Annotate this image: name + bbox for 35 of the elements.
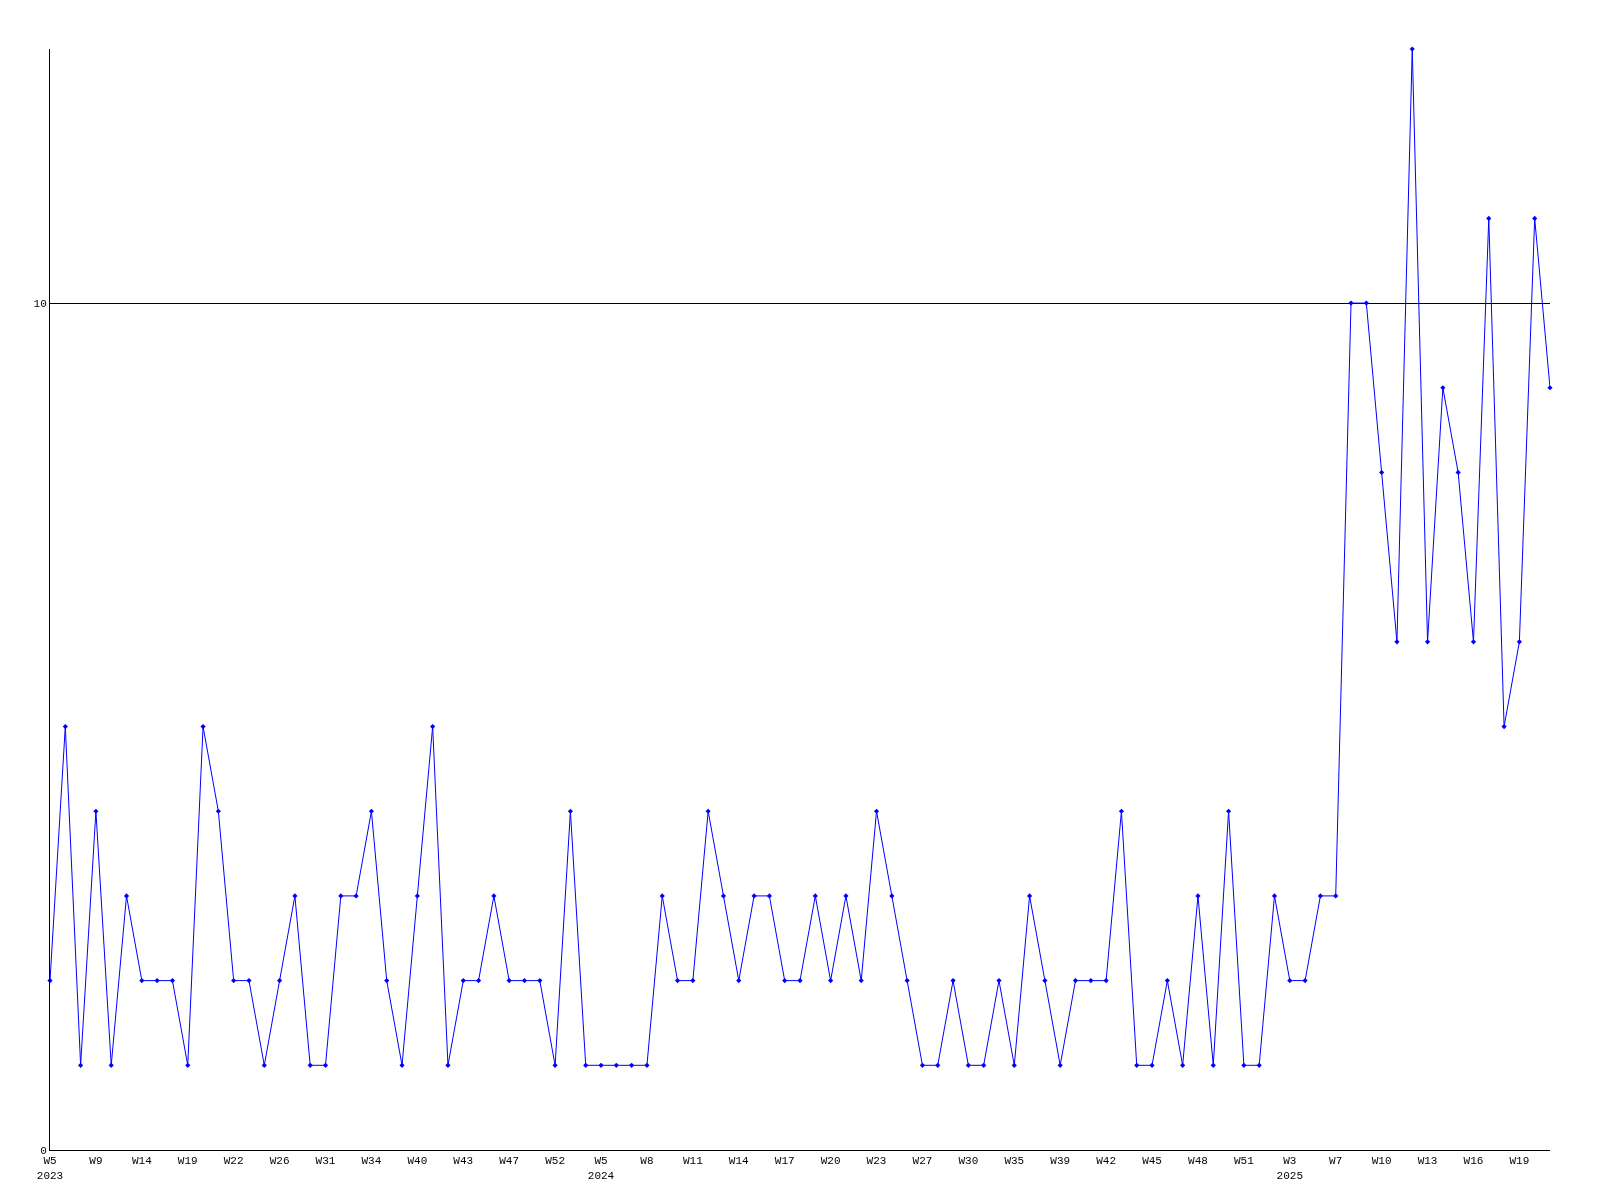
x-tick-label: W48: [1188, 1155, 1208, 1168]
x-tick-label: W35: [1004, 1155, 1025, 1168]
x-tick-label: W22: [223, 1155, 244, 1168]
x-tick-label: W14: [131, 1155, 153, 1168]
x-tick-label: W8: [640, 1155, 654, 1168]
x-tick-label: W10: [1371, 1155, 1392, 1168]
x-tick-label: W34: [361, 1155, 382, 1168]
y-tick-label: 0: [40, 1144, 47, 1157]
x-tick-label: W13: [1417, 1155, 1438, 1168]
x-tick-label: W40: [407, 1155, 428, 1168]
x-tick-label: W31: [315, 1155, 336, 1168]
x-tick-label: W47: [499, 1155, 520, 1168]
y-tick-label: 10: [33, 297, 47, 310]
x-tick-label: W9: [89, 1155, 103, 1168]
x-tick-label: W11: [682, 1155, 704, 1168]
x-tick-label: W5 2024: [587, 1155, 615, 1182]
x-tick-label: W17: [774, 1155, 795, 1168]
x-tick-label: W3 2025: [1276, 1155, 1303, 1182]
x-tick-label: W43: [453, 1155, 474, 1168]
x-tick-label: W19: [1509, 1155, 1530, 1168]
x-tick-label: W19: [177, 1155, 198, 1168]
x-tick-label: W51: [1233, 1155, 1255, 1168]
x-tick-label: W20: [820, 1155, 841, 1168]
x-tick-label: W26: [269, 1155, 290, 1168]
x-tick-label: W30: [958, 1155, 979, 1168]
x-tick-label: W16: [1463, 1155, 1484, 1168]
x-tick-label: W7: [1329, 1155, 1343, 1168]
x-tick-label: W5 2023: [36, 1155, 64, 1182]
x-tick-label: W14: [728, 1155, 750, 1168]
x-tick-label: W42: [1096, 1155, 1117, 1168]
x-tick-label: W23: [866, 1155, 887, 1168]
x-tick-label: W27: [912, 1155, 933, 1168]
x-tick-label: W52: [545, 1155, 566, 1168]
x-tick-label: W45: [1142, 1155, 1162, 1168]
x-tick-label: W39: [1050, 1155, 1071, 1168]
